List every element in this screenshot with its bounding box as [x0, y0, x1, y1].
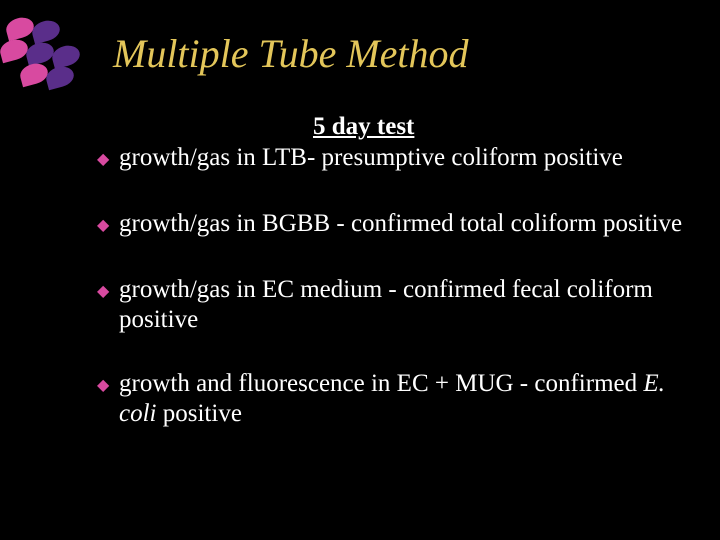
- bullet-text: growth and fluorescence in EC + MUG - co…: [119, 369, 697, 429]
- bullet-text: growth/gas in BGBB - confirmed total col…: [119, 209, 682, 239]
- diamond-icon: ◆: [97, 209, 119, 241]
- swoosh-shape: [50, 43, 82, 70]
- bullet-text: growth/gas in LTB- presumptive coliform …: [119, 143, 623, 173]
- bullet-item: ◆growth/gas in EC medium - confirmed fec…: [97, 275, 697, 335]
- bullet-item: ◆growth/gas in LTB- presumptive coliform…: [97, 143, 697, 175]
- slide-subtitle: 5 day test: [313, 113, 414, 141]
- swoosh-shape: [4, 15, 36, 42]
- slide-title: Multiple Tube Method: [113, 30, 469, 77]
- bullet-item: ◆growth/gas in BGBB - confirmed total co…: [97, 209, 697, 241]
- diamond-icon: ◆: [97, 143, 119, 175]
- swoosh-shape: [18, 61, 50, 88]
- diamond-icon: ◆: [97, 275, 119, 307]
- diamond-icon: ◆: [97, 369, 119, 401]
- swoosh-shape: [44, 64, 76, 91]
- bullet-text: growth/gas in EC medium - confirmed feca…: [119, 275, 697, 335]
- swoosh-shape: [30, 18, 62, 45]
- corner-decoration: [0, 18, 80, 84]
- bullet-list: ◆growth/gas in LTB- presumptive coliform…: [97, 143, 697, 463]
- bullet-item: ◆growth and fluorescence in EC + MUG - c…: [97, 369, 697, 429]
- swoosh-shape: [0, 37, 30, 64]
- swoosh-shape: [24, 40, 56, 67]
